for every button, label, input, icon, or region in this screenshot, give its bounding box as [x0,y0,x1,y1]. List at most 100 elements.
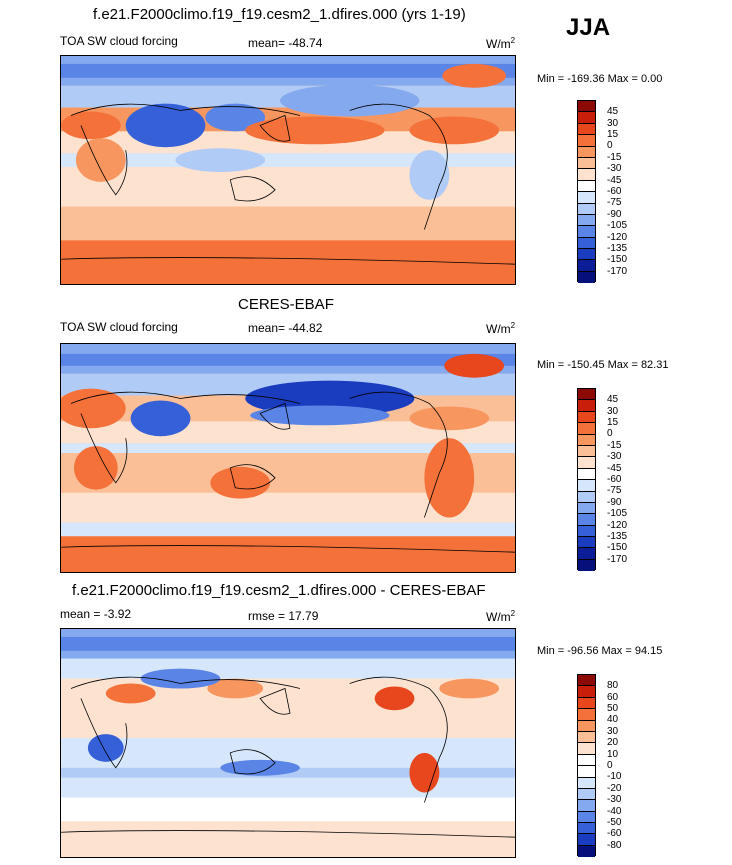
panel1-map [60,55,516,285]
panel1-mean-label: mean= -48.74 [248,36,323,50]
panel2-units: W/m2 [486,321,516,336]
panel2-contour-field [61,344,515,572]
panel2-tick-label: 15 [607,417,619,428]
panel3-title: f.e21.F2000climo.f19_f19.cesm2_1.dfires.… [72,582,486,599]
panel3-tick-label: 0 [607,760,613,771]
panel1-colorbar-cell [578,112,595,124]
panel3-colorbar-cell [578,845,595,858]
panel3-colorbar-cell [578,731,595,744]
panel1-tick-label: -15 [607,152,622,163]
panel3-colorbar-cell [578,823,595,835]
panel2-tick-label: -30 [607,451,622,462]
panel1-tick-label: -135 [607,243,628,254]
panel3-tick-label: -80 [607,840,622,851]
panel3-colorbar-cell [578,709,595,721]
panel2-tick-label: -60 [607,474,622,485]
panel3-tick-label: 80 [607,680,619,691]
panel1-colorbar-cell [578,146,595,158]
panel3-colorbar-cell [578,686,595,698]
panel1-units: W/m2 [486,36,516,51]
panel3-tick-label: 30 [607,726,619,737]
panel2-colorbar-cell [578,445,595,458]
panel1-colorbar-cell [578,192,595,204]
panel1-tick-label: -150 [607,254,628,265]
panel2-colorbar-cell [578,468,595,481]
panel2-tick-label: 45 [607,394,619,405]
panel2-tick-label: 0 [607,428,613,439]
panel1-colorbar-cell [578,237,595,250]
panel2-minmax: Min = -150.45 Max = 82.31 [537,359,669,371]
panel2-tick-label: -120 [607,520,628,531]
panel2-tick-label: -90 [607,497,622,508]
panel3-tick-label: 50 [607,703,619,714]
panel2-colorbar [577,388,596,572]
panel3-tick-label: -20 [607,783,622,794]
panel3-colorbar-cell [578,675,595,687]
panel3-colorbar-cell [578,743,595,755]
panel2-left-label: TOA SW cloud forcing [60,320,178,334]
panel2-colorbar-cell [578,491,595,503]
panel3-tick-label: 20 [607,737,619,748]
panel1-colorbar-cell [578,226,595,238]
panel2-tick-label: -170 [607,554,628,565]
panel2-tick-label: -15 [607,440,622,451]
panel2-colorbar-cell [578,537,595,549]
panel1-tick-label: -105 [607,220,628,231]
panel2-tick-label: -105 [607,508,628,519]
panel2-colorbar-cell [578,548,595,560]
panel3-colorbar [577,674,596,858]
panel2-mean-label: mean= -44.82 [248,321,323,335]
panel3-contour-field [61,629,515,857]
panel1-tick-label: -75 [607,197,622,208]
panel3-colorbar-cell [578,800,595,812]
panel3-colorbar-cell [578,754,595,767]
panel1-colorbar-cell [578,271,595,284]
panel1-colorbar-cell [578,180,595,193]
panel3-colorbar-cell [578,697,595,710]
panel3-map [60,628,516,858]
panel3-colorbar-cell [578,720,595,732]
panel3-colorbar-cell [578,766,595,778]
panel3-mean-label: mean = -3.92 [60,607,132,621]
panel1-colorbar-cell [578,157,595,170]
panel1-tick-label: 0 [607,140,613,151]
panel1-colorbar-cell [578,203,595,215]
panel1-left-label: TOA SW cloud forcing [60,34,178,48]
panel1-tick-label: 30 [607,118,619,129]
panel1-colorbar-cell [578,169,595,181]
panel1-tick-label: -45 [607,175,622,186]
panel2-colorbar-cell [578,389,595,401]
panel1-tick-label: -170 [607,266,628,277]
panel1-colorbar-cell [578,123,595,136]
panel2-colorbar-cell [578,423,595,435]
panel2-tick-label: 30 [607,406,619,417]
panel2-colorbar-cell [578,480,595,492]
panel2-colorbar-cell [578,502,595,515]
panel3-tick-label: 10 [607,749,619,760]
panel1-colorbar-cell [578,249,595,261]
panel1-minmax: Min = -169.36 Max = 0.00 [537,73,663,85]
panel2-title: CERES-EBAF [238,296,334,313]
panel2-colorbar-cell [578,400,595,412]
panel1-title: f.e21.F2000climo.f19_f19.cesm2_1.dfires.… [93,6,466,23]
panel2-tick-label: -150 [607,542,628,553]
panel1-colorbar [577,100,596,284]
panel3-units: W/m2 [486,609,516,624]
panel1-tick-label: -30 [607,163,622,174]
panel1-tick-label: 45 [607,106,619,117]
panel2-tick-label: -45 [607,463,622,474]
panel2-map [60,343,516,573]
panel2-tick-label: -135 [607,531,628,542]
panel3-tick-label: -10 [607,771,622,782]
panel3-tick-label: -50 [607,817,622,828]
panel3-tick-label: 40 [607,714,619,725]
season-label: JJA [566,14,611,41]
panel2-colorbar-cell [578,525,595,538]
panel3-colorbar-cell [578,777,595,789]
panel2-tick-label: -75 [607,485,622,496]
panel1-tick-label: -120 [607,232,628,243]
panel1-contour-field [61,56,515,284]
panel3-tick-label: -30 [607,794,622,805]
panel3-tick-label: 60 [607,692,619,703]
panel3-rmse-label: rmse = 17.79 [248,609,319,623]
